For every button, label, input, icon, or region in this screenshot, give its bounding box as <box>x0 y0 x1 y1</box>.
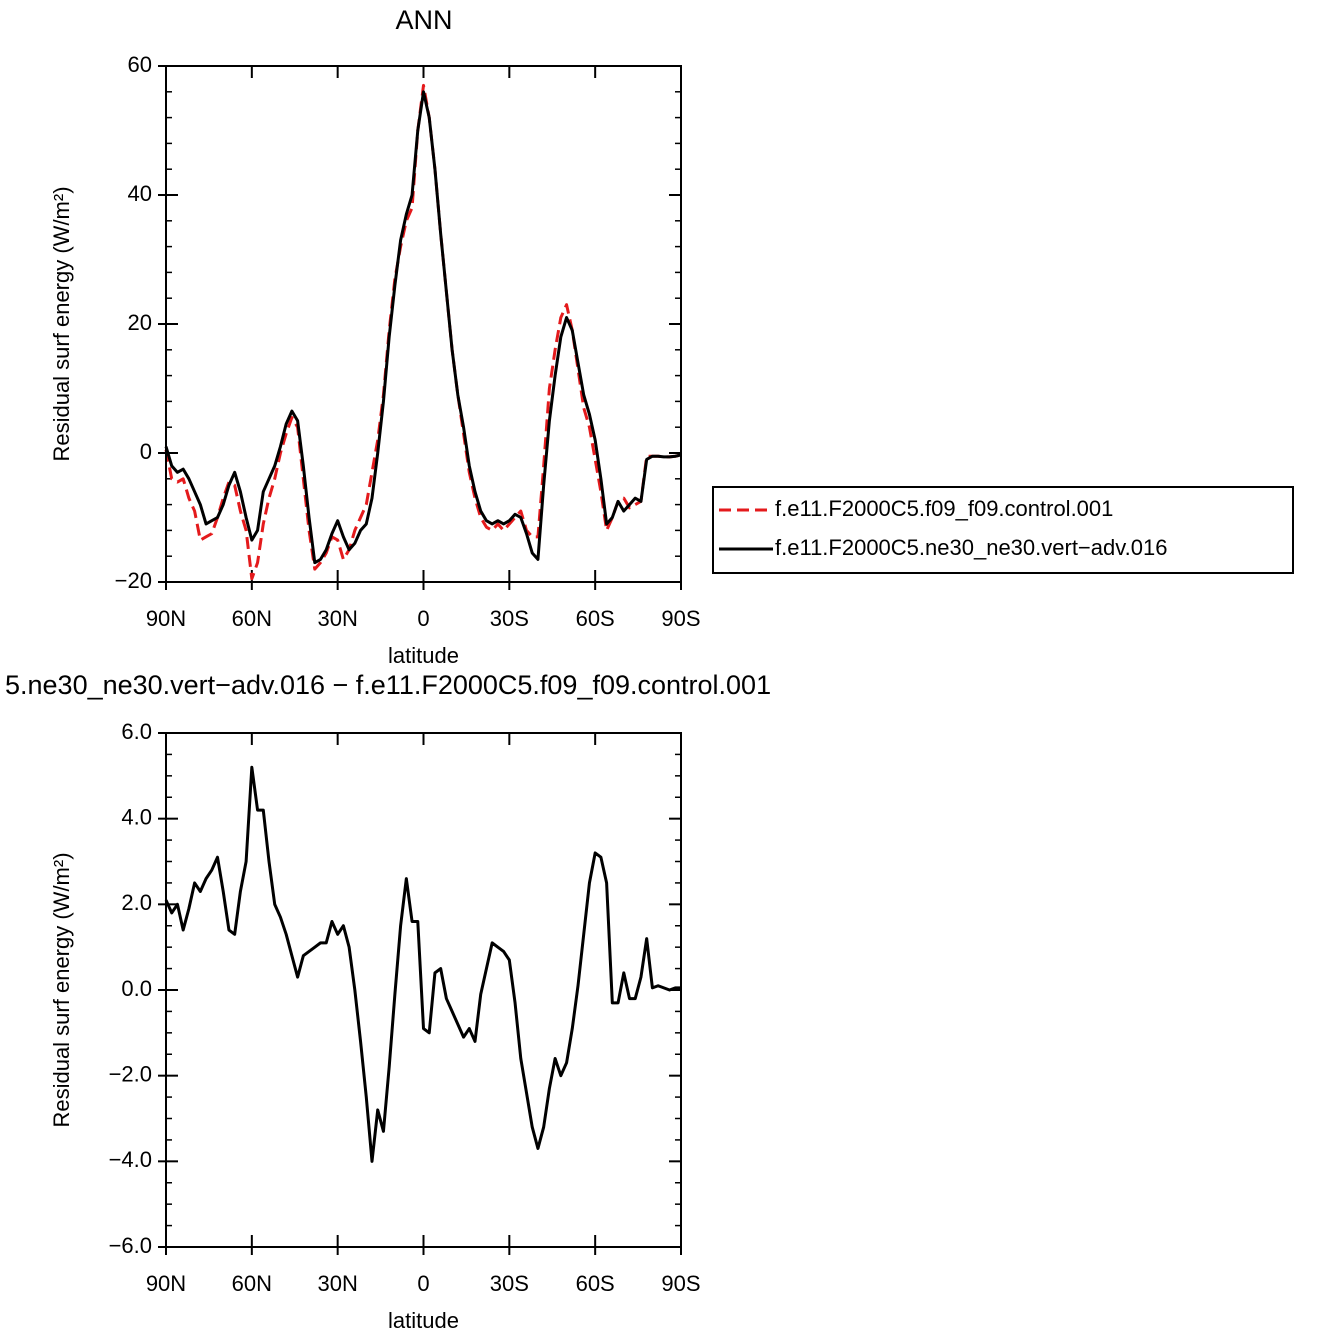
y-tick-label: −6.0 <box>109 1233 152 1258</box>
x-tick-label: 0 <box>417 1271 429 1296</box>
y-tick-label: 20 <box>128 310 152 335</box>
x-axis-title: latitude <box>388 643 459 668</box>
y-tick-label: 0.0 <box>121 976 152 1001</box>
legend-label: f.e11.F2000C5.f09_f09.control.001 <box>775 496 1113 521</box>
x-axis-title: latitude <box>388 1308 459 1333</box>
chart-title: ANN <box>395 5 452 35</box>
x-tick-label: 30S <box>490 1271 529 1296</box>
y-axis-title: Residual surf energy (W/m²) <box>49 852 74 1127</box>
y-tick-label: 2.0 <box>121 890 152 915</box>
legend-label: f.e11.F2000C5.ne30_ne30.vert−adv.016 <box>775 535 1167 560</box>
plot-frame <box>165 732 682 1248</box>
x-tick-label: 60N <box>232 1271 272 1296</box>
y-tick-label: −2.0 <box>109 1061 152 1086</box>
y-tick-label: −4.0 <box>109 1147 152 1172</box>
x-tick-label: 30N <box>317 1271 357 1296</box>
x-tick-label: 90S <box>661 1271 700 1296</box>
data-line <box>164 765 681 1163</box>
data-line <box>164 83 682 581</box>
x-tick-label: 60S <box>576 1271 615 1296</box>
y-tick-label: 60 <box>128 52 152 77</box>
x-tick-label: 0 <box>417 606 429 631</box>
x-tick-label: 30S <box>490 606 529 631</box>
plot-frame <box>165 65 682 583</box>
x-tick-label: 90S <box>661 606 700 631</box>
y-tick-label: 4.0 <box>121 804 152 829</box>
x-tick-label: 90N <box>146 1271 186 1296</box>
y-tick-label: 0 <box>140 439 152 464</box>
x-tick-label: 30N <box>317 606 357 631</box>
y-tick-label: 6.0 <box>121 719 152 744</box>
x-tick-label: 90N <box>146 606 186 631</box>
data-line <box>164 90 682 565</box>
y-tick-label: −20 <box>115 568 152 593</box>
y-axis-title: Residual surf energy (W/m²) <box>49 186 74 461</box>
chart-title: 5.ne30_ne30.vert−adv.016 − f.e11.F2000C5… <box>5 670 771 700</box>
legend-box <box>712 486 1294 574</box>
y-tick-label: 40 <box>128 181 152 206</box>
x-tick-label: 60S <box>576 606 615 631</box>
x-tick-label: 60N <box>232 606 272 631</box>
